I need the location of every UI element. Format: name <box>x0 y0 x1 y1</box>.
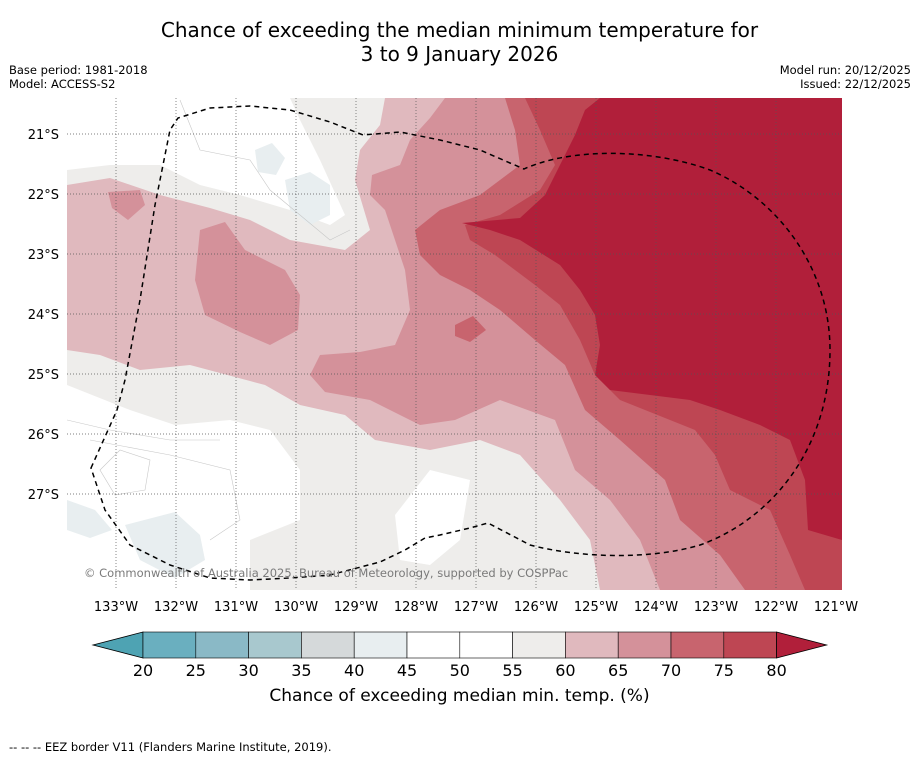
field-above-80-region <box>462 98 842 540</box>
lon-label: 127°W <box>454 600 498 615</box>
lat-label: 24°S <box>28 308 59 323</box>
lon-label: 124°W <box>634 600 678 615</box>
colorbar-segment <box>353 631 408 659</box>
colorbar-label: Chance of exceeding median min. temp. (%… <box>269 686 650 706</box>
lon-label: 128°W <box>394 600 438 615</box>
field-40-45-patch-c <box>67 500 112 538</box>
meta-left: Base period: 1981-2018 Model: ACCESS-S2 <box>9 63 148 91</box>
chart-title-line1: Chance of exceeding the median minimum t… <box>160 18 759 42</box>
eez-border <box>90 105 831 581</box>
colorbar-segment <box>723 631 777 659</box>
lat-label: 21°S <box>28 128 59 143</box>
colorbar-segment <box>459 631 513 659</box>
colorbar-tick-label: 65 <box>608 661 628 680</box>
colorbar-segment <box>142 631 197 659</box>
colorbar-tick-label: 40 <box>344 661 364 680</box>
colorbar-segment <box>406 631 461 659</box>
colorbar-tick-label: 80 <box>766 661 786 680</box>
lon-label: 131°W <box>214 600 258 615</box>
lon-label: 129°W <box>334 600 378 615</box>
colorbar-segment <box>195 631 249 659</box>
meta-right: Model run: 20/12/2025 Issued: 22/12/2025 <box>780 63 911 91</box>
chart-title-line2: 3 to 9 January 2026 <box>360 42 559 66</box>
field-40-45-patch-a <box>255 143 285 175</box>
lon-label: 133°W <box>94 600 138 615</box>
field-70-75-patch <box>455 316 486 342</box>
field-65-70-patch-b <box>108 190 145 220</box>
colorbar-tick-label: 50 <box>450 661 470 680</box>
colorbar-tick-label: 30 <box>238 661 258 680</box>
base-period: Base period: 1981-2018 <box>9 63 148 77</box>
colorbar-segment <box>617 631 672 659</box>
colorbar-tick-label: 35 <box>291 661 311 680</box>
lat-label: 25°S <box>28 368 59 383</box>
chart-title: Chance of exceeding the median minimum t… <box>0 18 919 66</box>
colorbar-tick-label: 45 <box>397 661 417 680</box>
lat-label: 23°S <box>28 248 59 263</box>
lon-label: 123°W <box>694 600 738 615</box>
model-run: Model run: 20/12/2025 <box>779 63 911 77</box>
lon-label: 121°W <box>814 600 858 615</box>
colorbar-tick-label: 55 <box>502 661 522 680</box>
issued-date: Issued: 22/12/2025 <box>800 77 911 91</box>
lon-labels: 133°W 132°W 131°W 130°W 129°W 128°W 127°… <box>94 600 858 615</box>
colorbar-segment <box>248 631 302 659</box>
lon-label: 130°W <box>274 600 318 615</box>
lon-label: 122°W <box>754 600 798 615</box>
colorbar-tick-label: 60 <box>555 661 575 680</box>
colorbar-tick-label: 25 <box>186 661 206 680</box>
contour-lines <box>67 99 351 541</box>
lat-labels: 21°S 22°S 23°S 24°S 25°S 26°S 27°S <box>28 128 59 503</box>
colorbar-over-triangle <box>776 631 829 659</box>
colorbar-segment <box>565 631 619 659</box>
colorbar-under-triangle <box>91 631 144 659</box>
lon-label: 126°W <box>514 600 558 615</box>
colorbar-segment <box>670 631 725 659</box>
model-name: Model: ACCESS-S2 <box>9 77 116 91</box>
lon-label: 125°W <box>574 600 618 615</box>
field-40-45-patch-d <box>125 512 205 578</box>
colorbar-tick-label: 20 <box>133 661 153 680</box>
lat-label: 22°S <box>28 188 59 203</box>
colorbar-segment <box>512 631 566 659</box>
gridlines <box>67 98 842 590</box>
eez-legend: -- -- -- EEZ border V11 (Flanders Marine… <box>9 740 332 754</box>
copyright-text: © Commonwealth of Australia 2025, Bureau… <box>84 566 568 580</box>
colorbar-segment <box>301 631 355 659</box>
field-65-70-patch-a <box>195 222 300 345</box>
lat-label: 26°S <box>28 428 59 443</box>
colorbar-tick-label: 75 <box>714 661 734 680</box>
colorbar: 20 25 30 35 40 45 50 55 60 65 70 75 80 <box>91 631 829 680</box>
lon-label: 132°W <box>154 600 198 615</box>
lat-label: 27°S <box>28 488 59 503</box>
map-field <box>67 98 842 590</box>
colorbar-tick-label: 70 <box>661 661 681 680</box>
